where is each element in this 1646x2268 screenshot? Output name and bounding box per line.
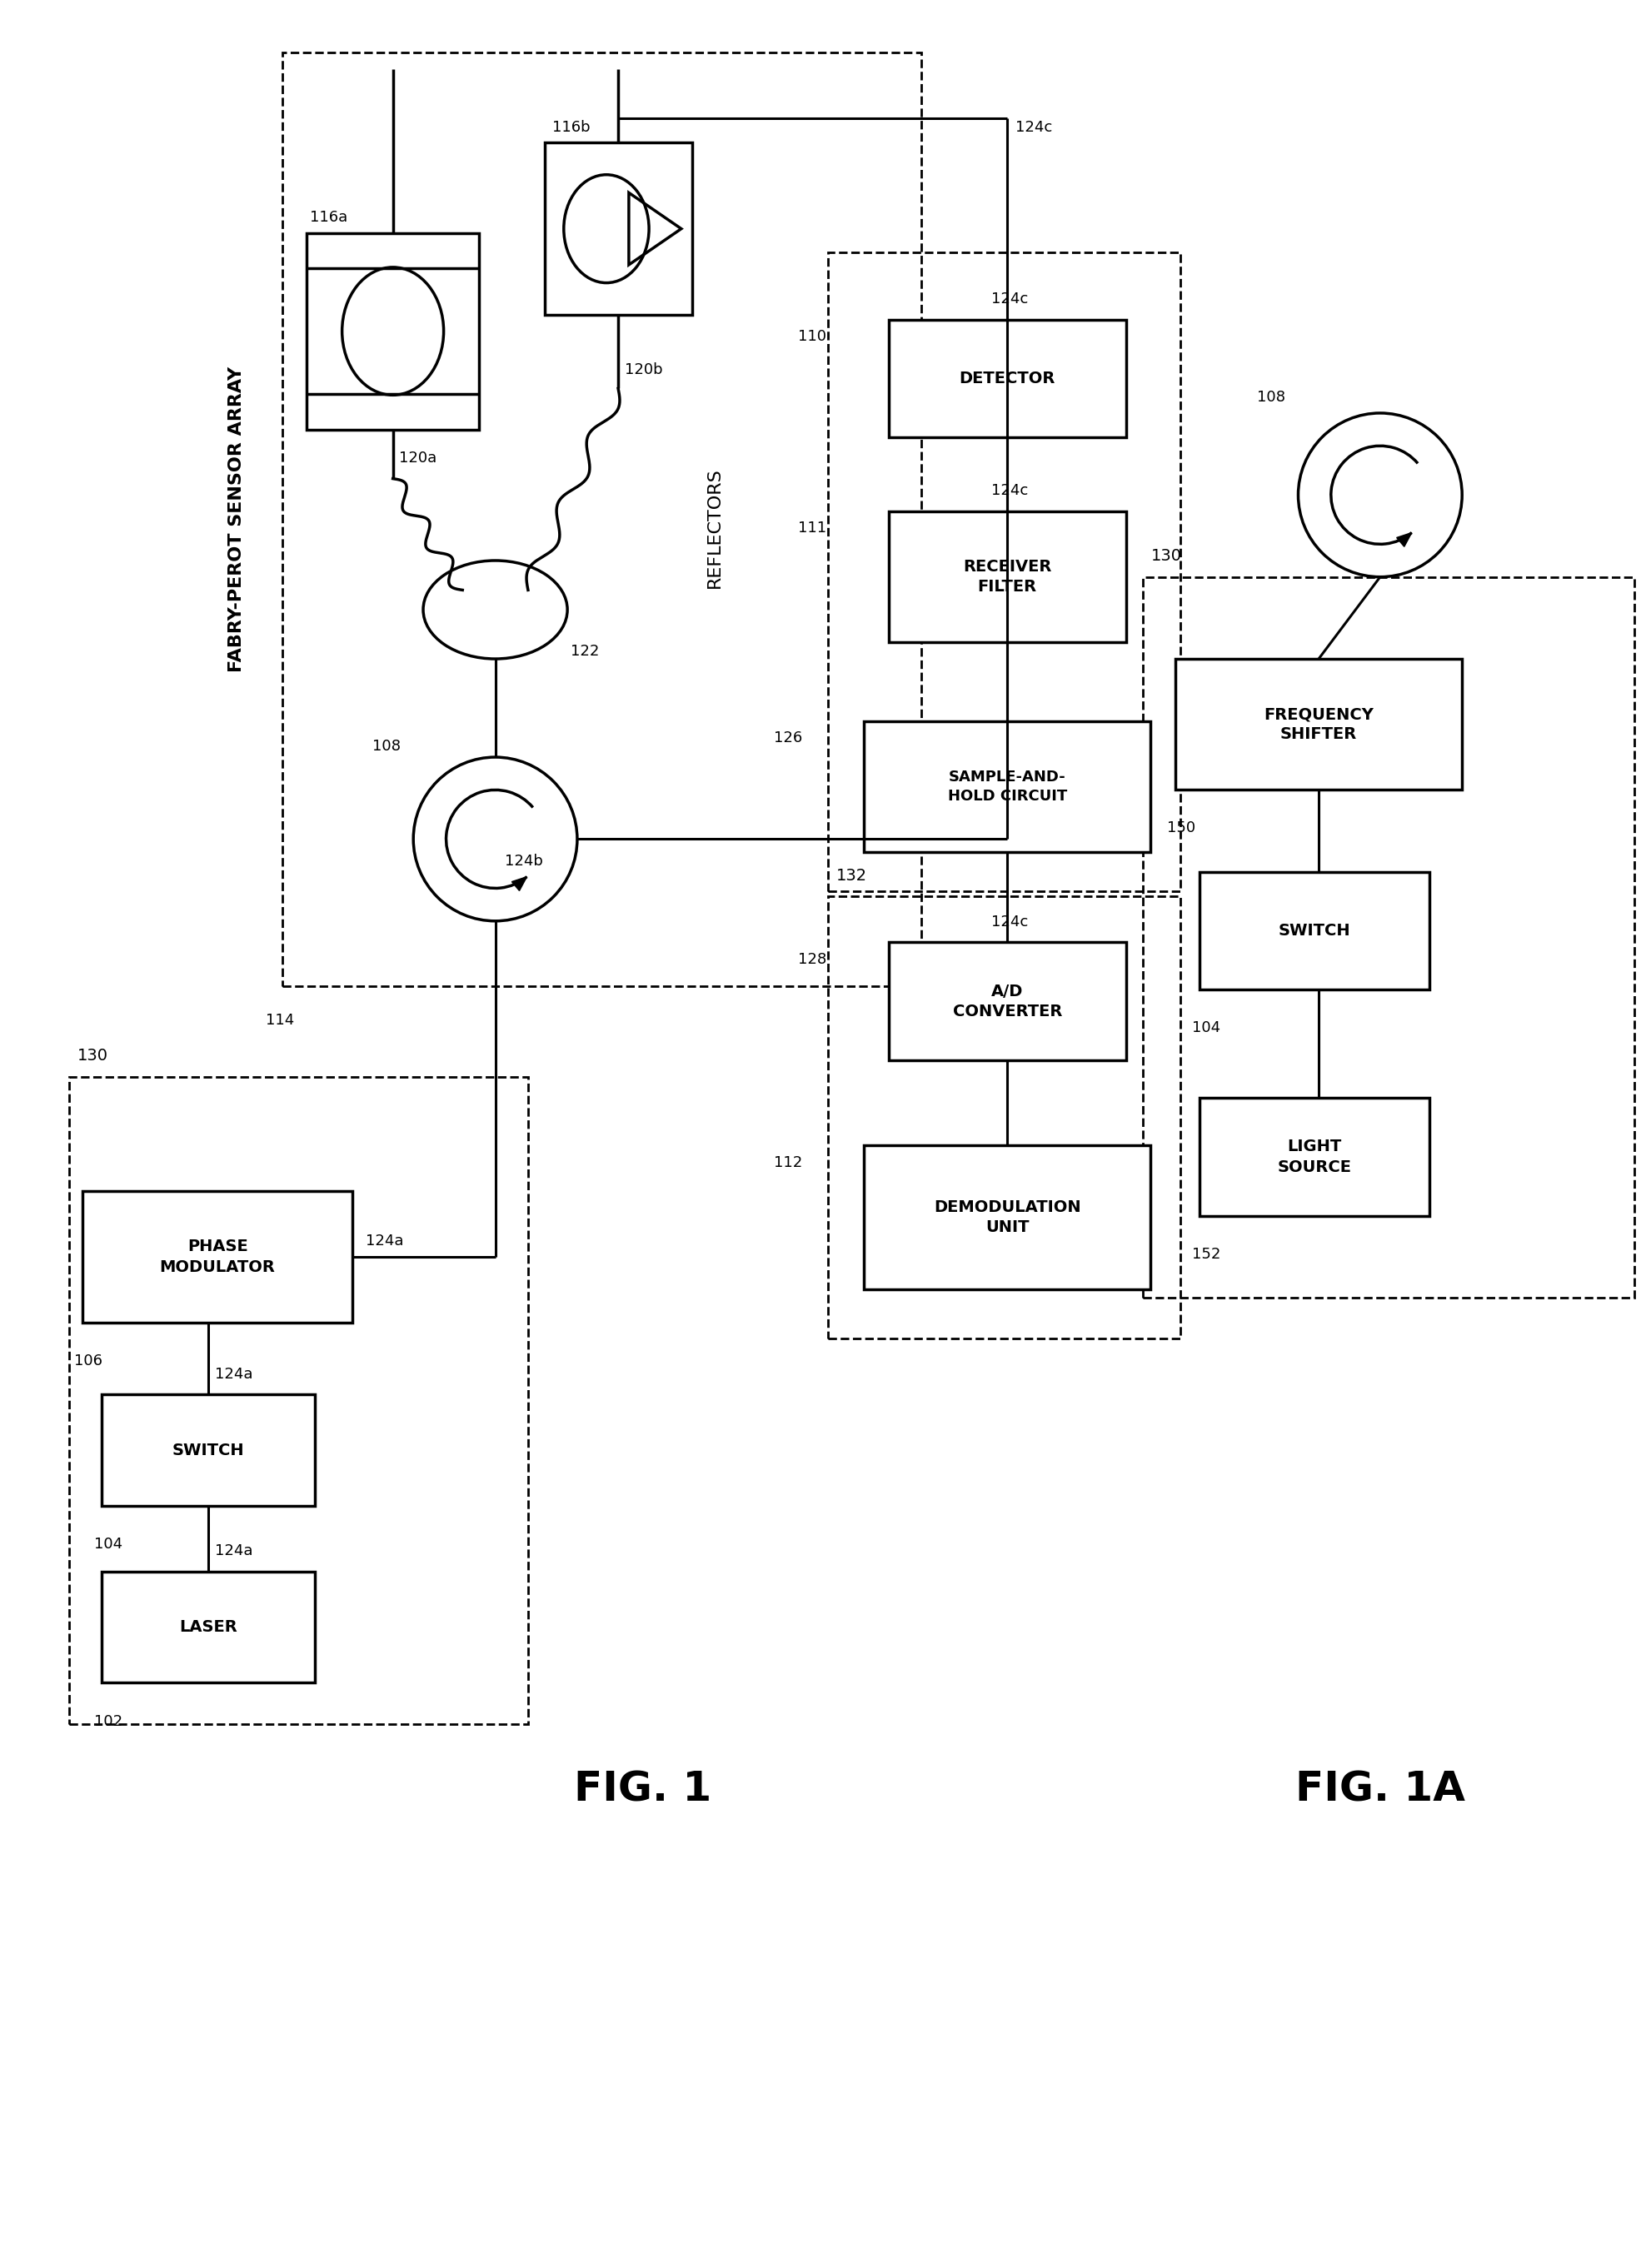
Text: 126: 126 <box>774 730 802 746</box>
Bar <box>828 896 1180 1338</box>
Text: DEMODULATION
UNIT: DEMODULATION UNIT <box>933 1200 1081 1236</box>
Polygon shape <box>512 878 527 891</box>
Ellipse shape <box>342 268 444 395</box>
Text: PHASE
MODULATOR: PHASE MODULATOR <box>160 1238 275 1275</box>
Text: 122: 122 <box>571 644 599 658</box>
Text: 130: 130 <box>1151 549 1182 565</box>
Text: 116a: 116a <box>309 209 347 225</box>
Bar <box>306 234 479 429</box>
Ellipse shape <box>423 560 568 658</box>
Bar <box>69 1077 528 1724</box>
Circle shape <box>1299 413 1462 576</box>
Text: RECEIVER
FILTER: RECEIVER FILTER <box>963 558 1052 594</box>
Text: 124b: 124b <box>505 853 543 869</box>
Text: 108: 108 <box>372 739 400 753</box>
Text: 111: 111 <box>798 522 826 535</box>
Bar <box>828 252 1180 891</box>
Bar <box>889 510 1126 642</box>
Text: 106: 106 <box>74 1354 102 1368</box>
Text: 112: 112 <box>774 1154 802 1170</box>
Text: LIGHT
SOURCE: LIGHT SOURCE <box>1277 1139 1351 1175</box>
Ellipse shape <box>565 175 649 284</box>
Bar <box>864 1145 1151 1290</box>
Bar <box>889 320 1126 438</box>
Bar <box>864 721 1151 853</box>
Bar <box>1175 658 1462 789</box>
Text: REFLECTORS: REFLECTORS <box>706 467 723 587</box>
Text: FABRY-PEROT SENSOR ARRAY: FABRY-PEROT SENSOR ARRAY <box>229 367 245 674</box>
Text: SWITCH: SWITCH <box>1279 923 1351 939</box>
Bar <box>281 52 922 987</box>
Text: 108: 108 <box>1258 390 1286 406</box>
Bar <box>545 143 691 315</box>
Polygon shape <box>1397 533 1412 547</box>
Text: DETECTOR: DETECTOR <box>960 370 1055 386</box>
Text: 110: 110 <box>798 329 826 345</box>
Text: 124a: 124a <box>216 1542 253 1558</box>
Text: 150: 150 <box>1167 821 1195 837</box>
Text: A/D
CONVERTER: A/D CONVERTER <box>953 984 1062 1018</box>
Text: SAMPLE-AND-
HOLD CIRCUIT: SAMPLE-AND- HOLD CIRCUIT <box>948 769 1067 803</box>
Text: FIG. 1A: FIG. 1A <box>1295 1769 1465 1810</box>
Text: SWITCH: SWITCH <box>173 1442 245 1458</box>
Text: 116b: 116b <box>553 120 591 134</box>
Text: FREQUENCY
SHIFTER: FREQUENCY SHIFTER <box>1264 705 1374 742</box>
Circle shape <box>413 758 578 921</box>
Bar <box>82 1191 352 1322</box>
Bar <box>1200 871 1429 989</box>
Text: 124c: 124c <box>991 483 1027 499</box>
Bar <box>102 1395 314 1506</box>
Text: 130: 130 <box>77 1048 109 1064</box>
Text: 124a: 124a <box>216 1365 253 1381</box>
Text: 128: 128 <box>798 953 826 966</box>
Text: 104: 104 <box>94 1538 122 1551</box>
Text: 124c: 124c <box>991 914 1027 930</box>
Text: 120b: 120b <box>625 363 663 376</box>
Text: 152: 152 <box>1192 1247 1220 1261</box>
Text: 124c: 124c <box>1016 120 1052 134</box>
Text: LASER: LASER <box>179 1619 237 1635</box>
Text: 114: 114 <box>267 1012 295 1027</box>
Text: 120a: 120a <box>400 451 438 465</box>
Bar <box>1200 1098 1429 1216</box>
Text: 124a: 124a <box>365 1234 403 1250</box>
Text: 132: 132 <box>836 866 867 882</box>
Text: 102: 102 <box>94 1715 122 1728</box>
Bar <box>889 941 1126 1059</box>
Text: 104: 104 <box>1192 1021 1220 1036</box>
Bar <box>102 1572 314 1683</box>
Text: 124c: 124c <box>991 293 1027 306</box>
Bar <box>1142 576 1634 1297</box>
Text: FIG. 1: FIG. 1 <box>574 1769 711 1810</box>
